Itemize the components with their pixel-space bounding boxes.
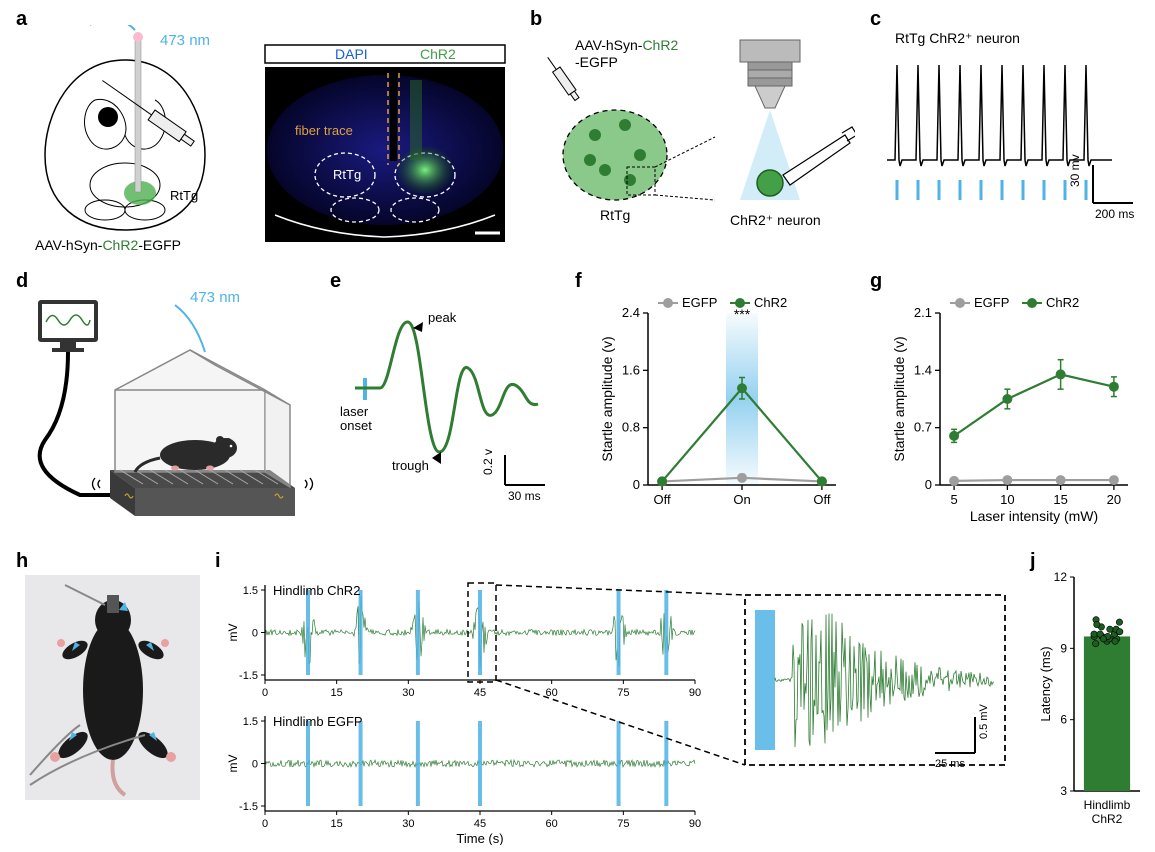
svg-text:1.6: 1.6	[622, 362, 640, 377]
svg-text:15: 15	[331, 818, 343, 830]
svg-text:0: 0	[252, 628, 258, 640]
panel-a: 473 nm RtTg AAV-hSyn-ChR2-EGFP DAPI ChR2	[30, 25, 520, 255]
virus-label-b2: -EGFP	[575, 54, 618, 70]
panel-label-a: a	[16, 8, 27, 31]
panel-f: 0 0.8 1.6 2.4 Off On Off Startle amplitude (v) E…	[598, 285, 858, 535]
panel-e: laseronset peak trough 0.2 v 30 ms	[340, 290, 570, 530]
panel-c: RtTg ChR2⁺ neuron 30 mv 200 ms	[875, 25, 1145, 255]
e-x-scale: 30 ms	[508, 489, 541, 503]
svg-text:EGFP: EGFP	[682, 295, 717, 310]
rttg-label-histo: RtTg	[333, 167, 361, 182]
svg-text:9: 9	[1060, 641, 1067, 655]
svg-text:0.5 mV: 0.5 mV	[978, 703, 990, 739]
panel-label-d: d	[16, 270, 28, 293]
svg-text:90: 90	[689, 818, 701, 830]
svg-text:Startle amplitude (v): Startle amplitude (v)	[599, 336, 615, 461]
c-y-scale: 30 mv	[1068, 154, 1082, 187]
panel-label-h: h	[16, 550, 28, 573]
svg-text:45: 45	[474, 818, 486, 830]
svg-text:mV: mV	[226, 624, 240, 642]
svg-text:60: 60	[546, 818, 558, 830]
chr2-neuron-label: ChR2⁺ neuron	[730, 212, 821, 228]
svg-text:-1.5: -1.5	[239, 801, 258, 813]
panel-label-f: f	[575, 270, 582, 293]
wavelength-label-d: 473 nm	[190, 290, 240, 306]
virus-label-a: AAV-hSyn-ChR2-EGFP	[35, 237, 181, 253]
e-y-scale: 0.2 v	[481, 449, 495, 475]
panel-d: 473 nm	[30, 290, 320, 530]
svg-text:5: 5	[950, 492, 957, 507]
svg-text:0.7: 0.7	[914, 420, 932, 435]
svg-text:ChR2: ChR2	[1046, 295, 1079, 310]
svg-text:Startle amplitude (v): Startle amplitude (v)	[891, 336, 907, 461]
svg-text:1.5: 1.5	[243, 716, 258, 728]
legend-dapi: DAPI	[335, 46, 368, 62]
svg-text:75: 75	[617, 818, 629, 830]
panel-j: 3 6 9 12 Latency (ms) HindlimbChR2	[1040, 565, 1150, 845]
svg-text:2.1: 2.1	[914, 305, 932, 320]
svg-text:Time (s): Time (s)	[456, 831, 503, 845]
rttg-label-a: RtTg	[170, 188, 198, 203]
svg-text:75: 75	[617, 687, 629, 699]
svg-text:10: 10	[1000, 492, 1014, 507]
svg-text:Hindlimb ChR2: Hindlimb ChR2	[273, 583, 360, 598]
svg-text:25 ms: 25 ms	[935, 758, 965, 770]
panel-label-j: j	[1030, 550, 1036, 573]
svg-text:mV: mV	[226, 755, 240, 773]
svg-text:45: 45	[474, 687, 486, 699]
fiber-trace-label: fiber trace	[295, 123, 353, 138]
panel-g: 0 0.7 1.4 2.1 5 10 15 20 Startle amplitude (v) La…	[890, 285, 1150, 535]
svg-text:***: ***	[734, 306, 751, 322]
svg-text:EGFP: EGFP	[974, 295, 1009, 310]
svg-text:30: 30	[402, 818, 414, 830]
svg-text:3: 3	[1060, 784, 1067, 798]
panel-label-g: g	[870, 270, 882, 293]
panel-a-svg: 473 nm RtTg AAV-hSyn-ChR2-EGFP DAPI ChR2	[30, 25, 520, 255]
svg-text:Hindlimb EGFP: Hindlimb EGFP	[273, 714, 363, 729]
virus-label-b: AAV-hSyn-ChR2	[575, 37, 678, 53]
svg-text:15: 15	[1053, 492, 1067, 507]
svg-text:2.4: 2.4	[622, 305, 640, 320]
peak-label: peak	[428, 310, 457, 325]
svg-text:0.8: 0.8	[622, 420, 640, 435]
panel-label-i: i	[215, 550, 221, 573]
svg-text:1.4: 1.4	[914, 362, 932, 377]
trough-label: trough	[392, 458, 429, 473]
svg-text:Laser intensity (mW): Laser intensity (mW)	[970, 508, 1098, 524]
svg-text:Off: Off	[813, 492, 830, 507]
svg-text:0: 0	[262, 687, 268, 699]
svg-text:12: 12	[1054, 570, 1068, 584]
svg-text:20: 20	[1107, 492, 1121, 507]
panel-i: -1.5 0 1.5 0 15 30 45 60 75 90 mV Hindlimb ChR2 -1.5…	[225, 565, 1025, 845]
svg-text:On: On	[733, 492, 750, 507]
svg-text:15: 15	[331, 687, 343, 699]
laser-onset-label: laseronset	[340, 404, 372, 433]
svg-text:0: 0	[262, 818, 268, 830]
c-x-scale: 200 ms	[1095, 207, 1134, 221]
svg-text:6: 6	[1060, 713, 1067, 727]
panel-c-title: RtTg ChR2⁺ neuron	[895, 30, 1020, 46]
svg-text:1.5: 1.5	[243, 585, 258, 597]
panel-b: AAV-hSyn-ChR2 -EGFP RtTg	[545, 25, 855, 255]
svg-text:ChR2: ChR2	[1092, 812, 1123, 826]
panel-label-b: b	[530, 8, 542, 31]
svg-text:Latency (ms): Latency (ms)	[1040, 646, 1053, 721]
svg-text:30: 30	[402, 687, 414, 699]
svg-text:ChR2: ChR2	[754, 295, 787, 310]
svg-text:-1.5: -1.5	[239, 670, 258, 682]
panel-h	[25, 575, 205, 825]
svg-text:Hindlimb: Hindlimb	[1084, 798, 1131, 812]
wavelength-label-a: 473 nm	[160, 32, 210, 49]
svg-text:0: 0	[252, 759, 258, 771]
legend-chr2: ChR2	[420, 46, 456, 62]
rttg-label-b: RtTg	[600, 207, 630, 223]
svg-text:Off: Off	[654, 492, 671, 507]
svg-text:90: 90	[689, 687, 701, 699]
svg-text:0: 0	[633, 477, 640, 492]
svg-text:0: 0	[925, 477, 932, 492]
